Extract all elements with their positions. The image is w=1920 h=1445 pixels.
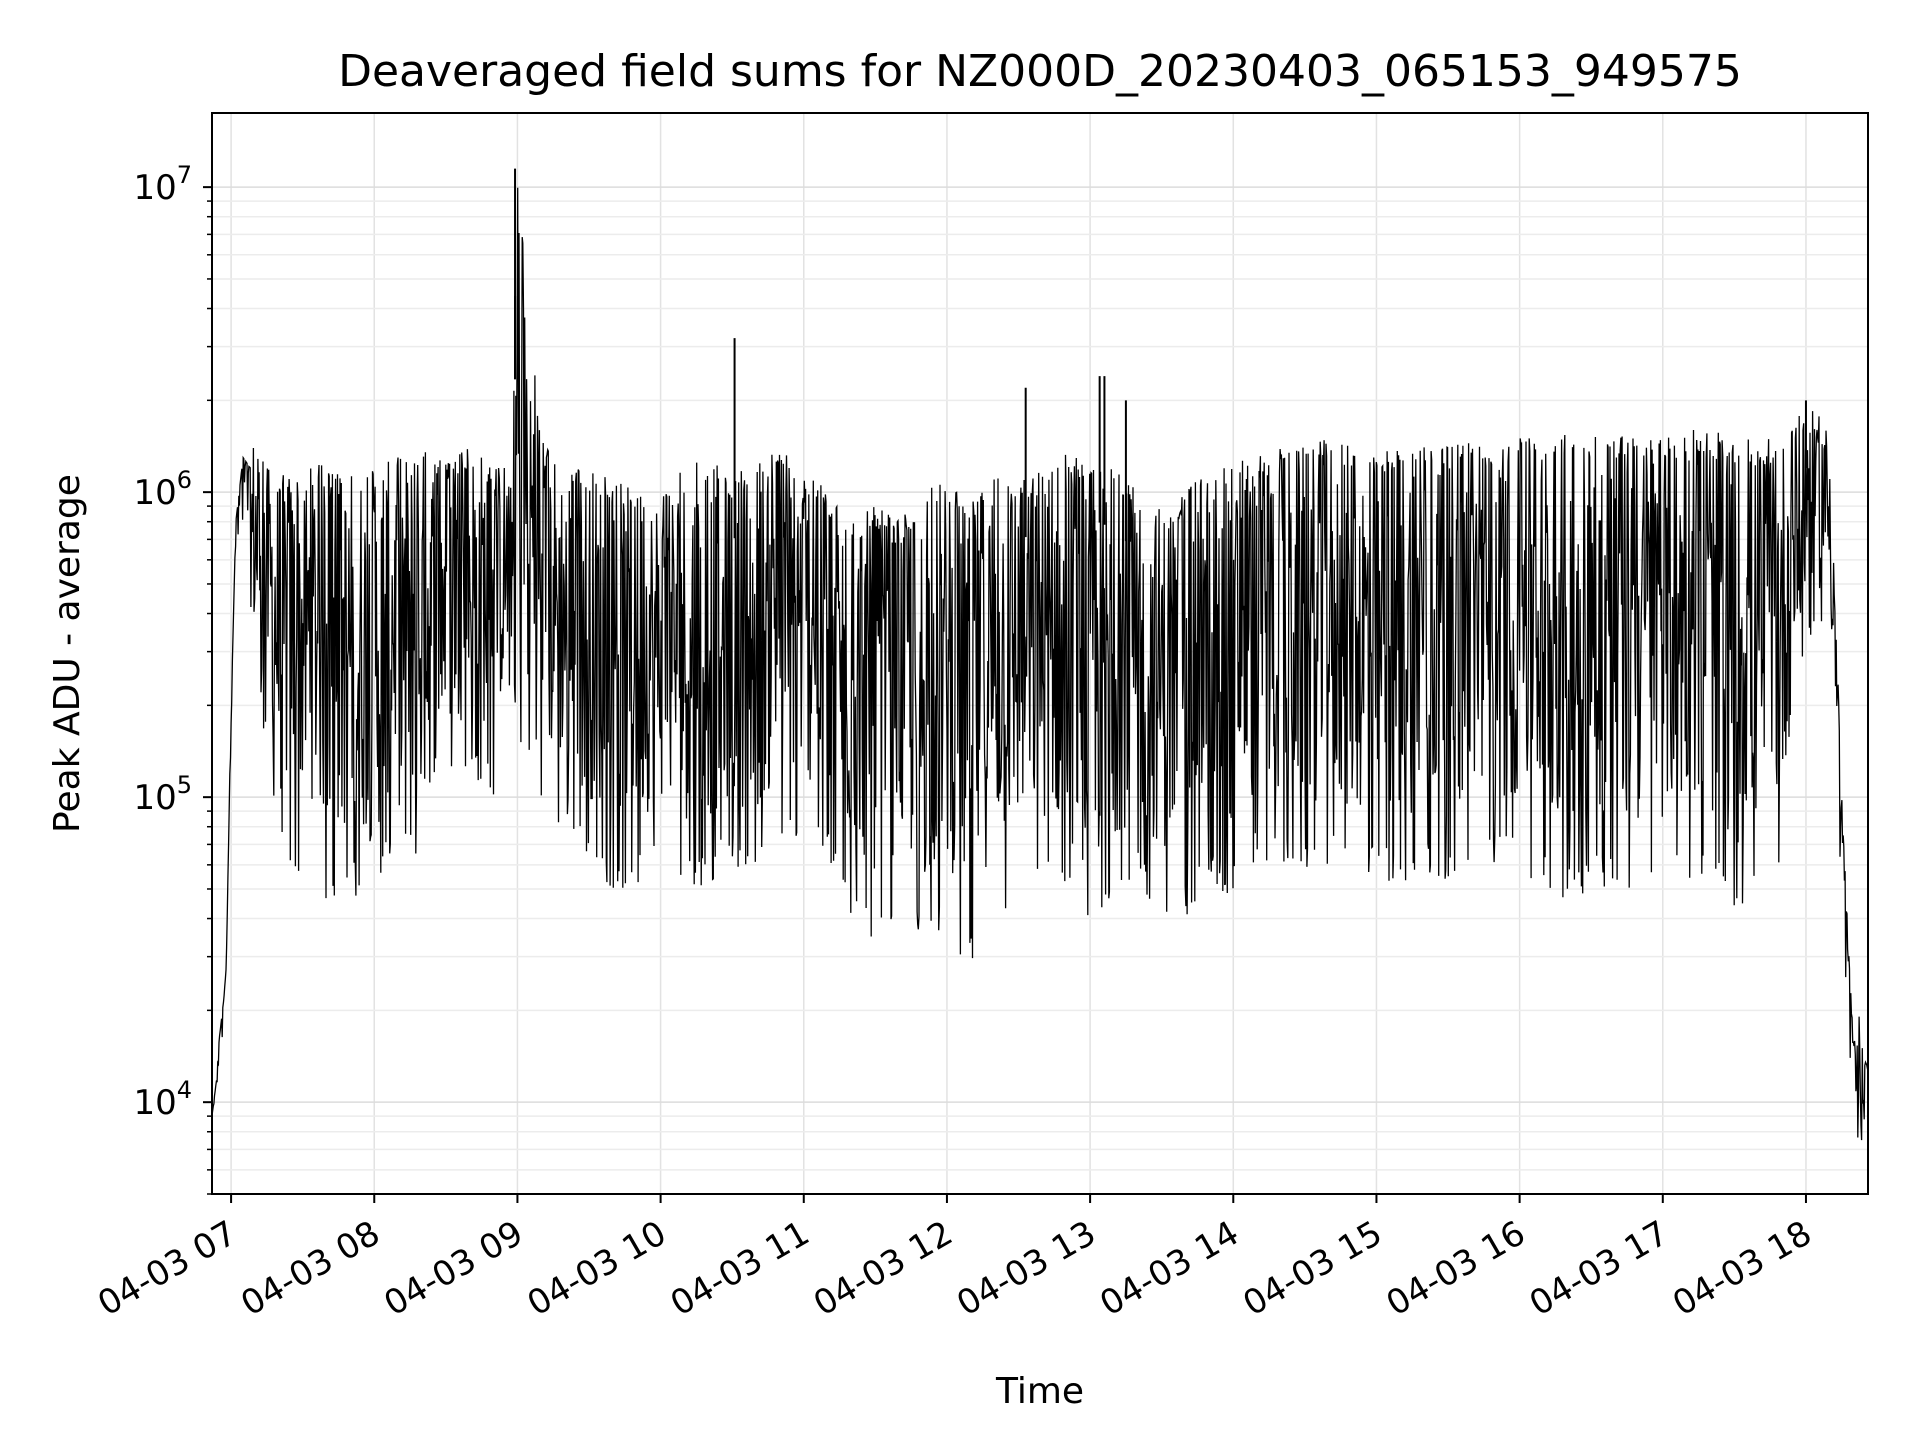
y-tick-base: 10	[133, 778, 176, 818]
y-tick-exponent: 6	[177, 466, 192, 494]
y-tick-label: 106	[133, 466, 192, 513]
y-tick-exponent: 5	[177, 771, 192, 799]
y-tick-base: 10	[133, 168, 176, 208]
series-layer	[211, 168, 1869, 1141]
y-tick-label: 107	[133, 161, 192, 208]
plot-frame	[211, 112, 1869, 1195]
y-tick-exponent: 7	[177, 161, 192, 189]
y-tick-base: 10	[133, 473, 176, 513]
y-tick-label: 105	[133, 771, 192, 818]
y-tick-base: 10	[133, 1083, 176, 1123]
y-axis-label: Peak ADU - average	[47, 474, 88, 833]
y-tick-exponent: 4	[177, 1076, 192, 1104]
series-line	[211, 187, 1869, 1141]
x-axis-label: Time	[995, 1371, 1084, 1412]
y-tick-label: 104	[133, 1076, 192, 1123]
chart-title: Deaveraged field sums for NZ000D_2023040…	[338, 46, 1742, 97]
